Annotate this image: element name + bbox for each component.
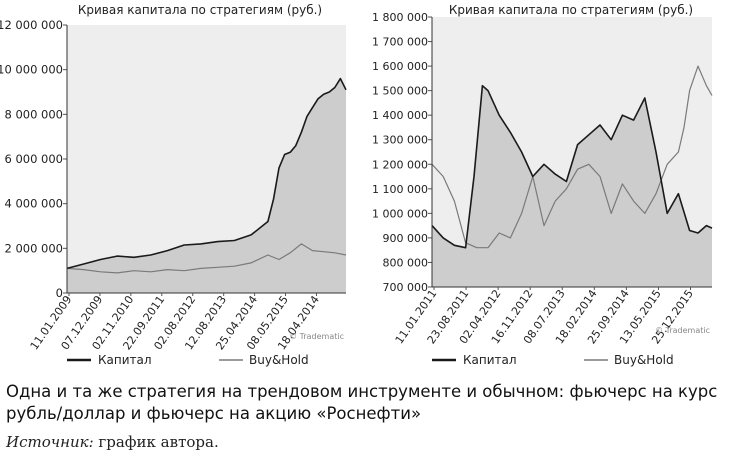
y-tick-label: 4 000 000: [4, 197, 63, 211]
capital-line: [431, 84, 713, 249]
y-tick-label: 1 300 000: [372, 134, 428, 147]
y-tick-label: 900 000: [383, 232, 429, 245]
y-tick-label: 12 000 000: [0, 18, 63, 32]
y-tick-label: 0: [56, 286, 63, 300]
chart-right: Кривая капитала по стратегиям (руб.) 700 …: [372, 3, 713, 367]
legend-buyhold-label: Buy&Hold: [249, 353, 309, 367]
chart-title: Кривая капитала по стратегиям (руб.): [78, 3, 322, 17]
legend-capital-label: Капитал: [463, 353, 517, 367]
capital-line: [66, 77, 347, 270]
figure-source: Источник: график автора.: [6, 433, 219, 451]
watermark: © Tradematic: [655, 326, 710, 335]
buyhold-line: [431, 65, 713, 249]
source-label: Источник:: [6, 433, 94, 451]
y-tick-label: 1 400 000: [372, 109, 428, 122]
capital-area: [432, 85, 712, 287]
y-tick-label: 1 600 000: [372, 60, 428, 73]
source-text: график автора.: [93, 433, 219, 451]
chart-title: Кривая капитала по стратегиям (руб.): [449, 3, 693, 17]
y-tick-label: 1 700 000: [372, 36, 428, 49]
watermark: © Tradematic: [289, 332, 344, 341]
y-tick-label: 1 100 000: [372, 183, 428, 196]
y-tick-label: 1 200 000: [372, 158, 428, 171]
y-tick-label: 700 000: [383, 281, 429, 294]
y-tick-label: 800 000: [383, 256, 429, 269]
y-tick-label: 8 000 000: [4, 107, 63, 121]
y-tick-label: 2 000 000: [4, 241, 63, 255]
y-tick-label: 10 000 000: [0, 63, 63, 77]
figure-caption: Одна и та же стратегия на трендовом инст…: [6, 382, 718, 423]
y-tick-label: 1 500 000: [372, 85, 428, 98]
y-tick-label: 1 800 000: [372, 11, 428, 24]
chart-left: Кривая капитала по стратегиям (руб.) 0 2 0…: [0, 3, 347, 367]
y-tick-label: 1 000 000: [372, 207, 428, 220]
y-tick-label: 6 000 000: [4, 152, 63, 166]
legend-capital-label: Капитал: [98, 353, 152, 367]
buyhold-line: [66, 243, 347, 274]
capital-area: [67, 78, 346, 293]
legend-buyhold-label: Buy&Hold: [614, 353, 674, 367]
